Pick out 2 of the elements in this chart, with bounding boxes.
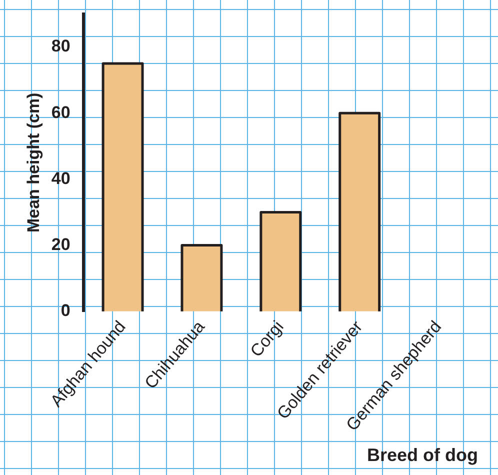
y-axis-title: Mean height (cm) (24, 92, 43, 233)
y-tick-label: 0 (60, 301, 70, 320)
